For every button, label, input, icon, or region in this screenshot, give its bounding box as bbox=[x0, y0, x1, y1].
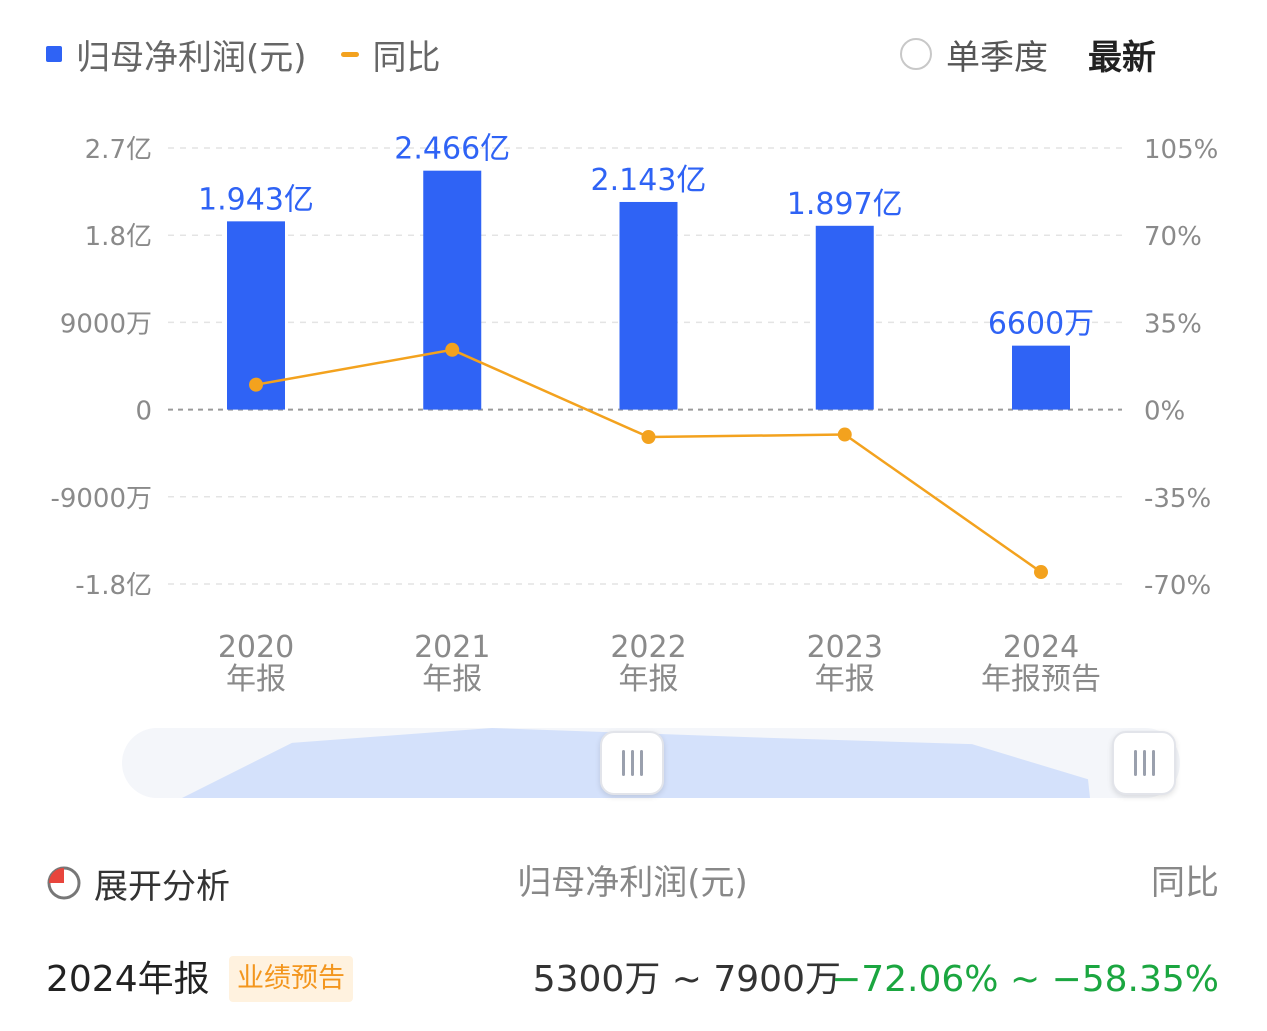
latest-button[interactable]: 最新 bbox=[1088, 37, 1156, 78]
quarter-radio[interactable] bbox=[900, 38, 932, 70]
profit-chart: 2.7亿 105% 1.8亿 70% 9000万 35% 0 0% -9000万 -35% -1.8… bbox=[50, 132, 1218, 697]
grip-line bbox=[1142, 750, 1146, 776]
slider-left-handle[interactable] bbox=[600, 731, 664, 795]
period-toggle: 单季度 最新 bbox=[900, 30, 1156, 78]
x-tick-label-year: 2022 bbox=[610, 630, 686, 665]
y-right-tick-label: -35% bbox=[1144, 484, 1211, 514]
legend-bar-label[interactable]: 归母净利润(元) bbox=[76, 37, 307, 78]
bar-value-label: 2.466亿 bbox=[394, 132, 510, 167]
x-tick-label-year: 2024 bbox=[1003, 630, 1079, 665]
yoy-column-header: 同比 bbox=[1151, 863, 1219, 903]
forecast-yoy-range: −72.06% ~ −58.35% bbox=[831, 959, 1219, 1000]
y-right-tick-label: -70% bbox=[1144, 571, 1211, 601]
x-tick-label-period: 年报 bbox=[815, 662, 875, 697]
expand-analysis-label: 展开分析 bbox=[94, 866, 230, 907]
bar-value-label: 1.897亿 bbox=[787, 187, 903, 222]
yoy-point bbox=[837, 427, 852, 442]
forecast-profit-range: 5300万 ~ 7900万 bbox=[532, 959, 841, 1000]
bar bbox=[619, 201, 678, 410]
quarter-label[interactable]: 单季度 bbox=[946, 37, 1048, 78]
grip-line bbox=[1133, 750, 1137, 776]
y-left-tick-label: 2.7亿 bbox=[85, 135, 152, 165]
grip-line bbox=[1151, 750, 1155, 776]
y-right-tick-label: 105% bbox=[1144, 135, 1218, 165]
expand-analysis-button[interactable]: 展开分析 bbox=[46, 858, 230, 908]
yoy-point bbox=[1034, 565, 1048, 580]
x-tick-label-period: 年报预告 bbox=[981, 662, 1101, 697]
grip-line bbox=[621, 750, 625, 776]
x-tick-label-year: 2021 bbox=[414, 630, 490, 665]
yoy-point bbox=[445, 342, 460, 357]
yoy-point bbox=[249, 377, 263, 392]
bar-value-label: 6600万 bbox=[988, 307, 1094, 342]
chart-legend: 归母净利润(元) 同比 bbox=[46, 30, 441, 78]
slider-right-handle[interactable] bbox=[1112, 731, 1176, 795]
pie-chart-icon bbox=[47, 866, 81, 900]
y-left-tick-label: 9000万 bbox=[60, 309, 152, 339]
bar bbox=[1012, 345, 1070, 410]
y-left-tick-label: 0 bbox=[135, 397, 152, 427]
x-tick-label-year: 2023 bbox=[807, 630, 883, 665]
x-tick-label-period: 年报 bbox=[226, 662, 286, 697]
forecast-badge: 业绩预告 bbox=[229, 956, 353, 1002]
y-left-tick-label: -9000万 bbox=[50, 484, 152, 514]
grip-line bbox=[639, 750, 643, 776]
x-tick-label-period: 年报 bbox=[619, 662, 679, 697]
legend-line-label[interactable]: 同比 bbox=[372, 37, 441, 78]
bar-value-label: 1.943亿 bbox=[198, 182, 314, 217]
y-left-tick-label: 1.8亿 bbox=[85, 222, 152, 252]
bar-legend-swatch bbox=[46, 46, 62, 62]
forecast-period: 2024年报 bbox=[46, 959, 210, 1000]
x-tick-label-period: 年报 bbox=[422, 662, 482, 697]
metric-column-header: 归母净利润(元) bbox=[517, 863, 748, 903]
yoy-point bbox=[641, 430, 656, 445]
y-right-tick-label: 70% bbox=[1144, 222, 1202, 252]
y-right-tick-label: 0% bbox=[1144, 397, 1185, 427]
x-tick-label-year: 2020 bbox=[218, 630, 294, 665]
summary-header: 展开分析 归母净利润(元) 同比 bbox=[46, 858, 1219, 908]
grip-line bbox=[630, 750, 634, 776]
bar bbox=[815, 225, 874, 410]
bar-value-label: 2.143亿 bbox=[591, 163, 707, 198]
forecast-row: 2024年报 业绩预告 5300万 ~ 7900万 −72.06% ~ −58.… bbox=[46, 950, 1219, 1010]
range-slider[interactable] bbox=[122, 728, 1180, 798]
y-right-tick-label: 35% bbox=[1144, 309, 1202, 339]
y-left-tick-label: -1.8亿 bbox=[75, 571, 152, 601]
line-legend-swatch bbox=[340, 51, 359, 57]
bar bbox=[423, 170, 482, 410]
